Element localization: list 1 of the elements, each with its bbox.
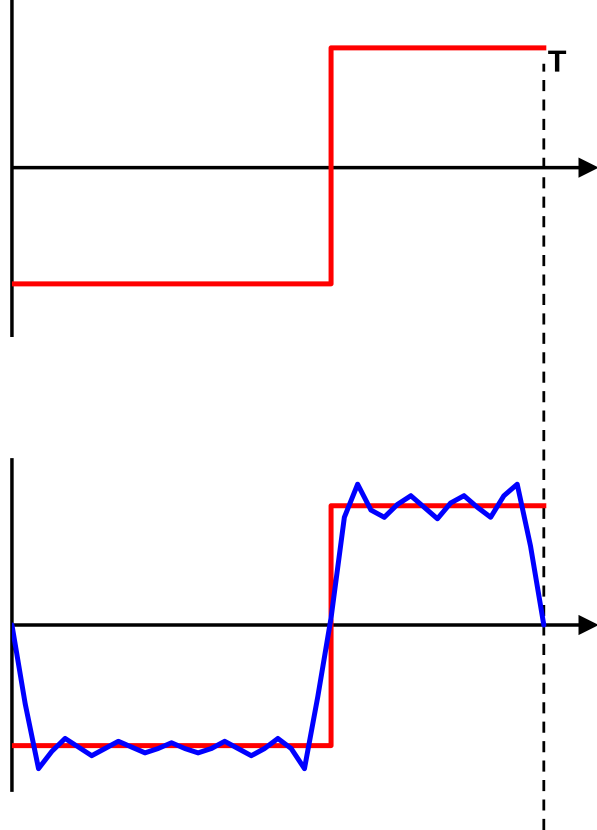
text: T — [548, 50, 566, 72]
